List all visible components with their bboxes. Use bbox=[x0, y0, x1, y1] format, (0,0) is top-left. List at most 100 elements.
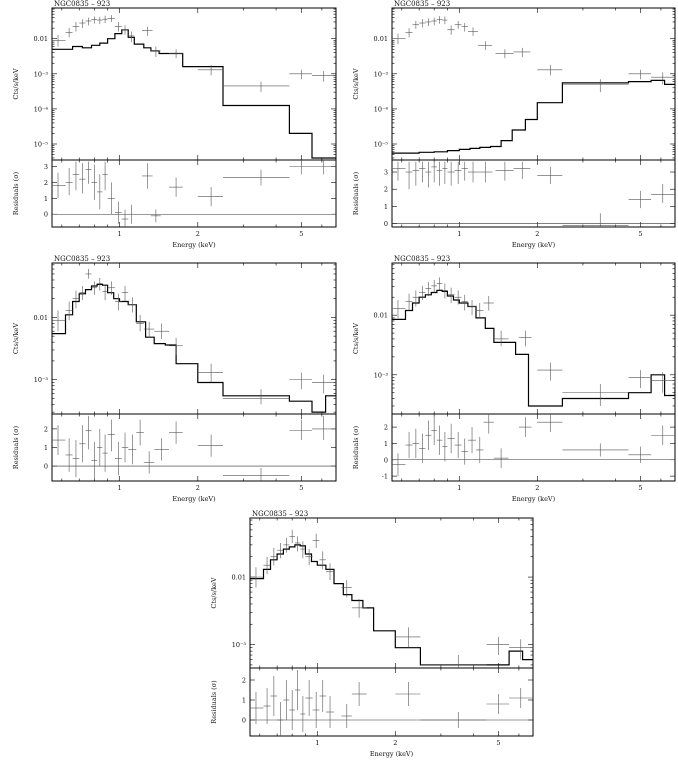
data-point bbox=[425, 18, 432, 27]
data-point bbox=[325, 563, 334, 581]
data-point bbox=[419, 285, 426, 300]
y-tick-label: 10⁻³ bbox=[34, 70, 49, 78]
data-point bbox=[114, 21, 122, 32]
residual-point bbox=[431, 161, 437, 183]
data-point bbox=[454, 290, 462, 305]
x-tick-label: 1 bbox=[315, 739, 319, 747]
residual-point bbox=[419, 161, 426, 183]
residual-point bbox=[289, 690, 295, 730]
data-point bbox=[128, 31, 135, 43]
data-point bbox=[85, 269, 92, 279]
residual-axis-label: Residuals (σ) bbox=[12, 425, 20, 469]
residual-tick-label: 2 bbox=[44, 425, 48, 433]
spectrum-plot-area bbox=[52, 269, 336, 413]
residual-point bbox=[651, 425, 675, 446]
y-tick-label: 0.01 bbox=[374, 35, 388, 43]
x-tick-label: 2 bbox=[393, 739, 397, 747]
residual-point bbox=[392, 453, 406, 477]
model-step-line bbox=[392, 79, 675, 154]
residual-point bbox=[467, 427, 476, 454]
data-point bbox=[651, 72, 675, 85]
residual-point bbox=[128, 434, 137, 465]
data-point bbox=[412, 290, 420, 307]
residual-point bbox=[114, 441, 122, 476]
residual-point bbox=[107, 182, 115, 215]
residual-point bbox=[486, 694, 510, 714]
data-point bbox=[493, 330, 509, 347]
residual-point bbox=[222, 169, 290, 186]
residual-plot-area bbox=[250, 670, 533, 736]
data-point bbox=[513, 47, 531, 58]
data-point bbox=[537, 362, 563, 381]
y-tick-label: 0.01 bbox=[232, 574, 246, 582]
residual-plot-area bbox=[392, 161, 675, 227]
x-axis-label: Energy (keV) bbox=[512, 495, 556, 503]
data-point bbox=[65, 301, 73, 321]
residual-plot-area bbox=[392, 414, 675, 477]
residual-point bbox=[263, 688, 271, 724]
chart-panel-2: NGC0835 – 923 1 2 5 Energy (keV) 0.01 10⁻³ 10⁻⁴… bbox=[352, 0, 676, 249]
residual-point bbox=[493, 448, 509, 468]
data-point bbox=[289, 69, 313, 80]
data-point bbox=[107, 15, 115, 22]
data-point bbox=[222, 389, 290, 405]
residual-point bbox=[128, 204, 135, 224]
residual-point bbox=[52, 425, 66, 455]
residual-point bbox=[495, 161, 514, 181]
spectrum-frame bbox=[391, 7, 676, 161]
data-point bbox=[250, 567, 264, 588]
y-axis-label: Cts/s/keV bbox=[352, 323, 360, 354]
data-point bbox=[431, 279, 437, 293]
residual-tick-label: 3 bbox=[384, 169, 388, 177]
residual-point bbox=[72, 161, 80, 191]
residual-point bbox=[651, 184, 675, 203]
data-point bbox=[509, 639, 533, 660]
data-point bbox=[294, 536, 301, 552]
data-point bbox=[102, 15, 108, 24]
x-tick-label: 2 bbox=[196, 484, 200, 492]
residual-point bbox=[312, 415, 336, 441]
data-point bbox=[79, 286, 86, 301]
residual-point bbox=[197, 434, 223, 457]
residual-point bbox=[79, 425, 86, 463]
residual-point bbox=[325, 696, 334, 728]
x-tick-label: 1 bbox=[117, 484, 121, 492]
residual-point bbox=[467, 161, 478, 183]
residual-point bbox=[461, 161, 468, 181]
residual-point bbox=[169, 421, 183, 444]
residual-point bbox=[628, 446, 652, 464]
data-point bbox=[395, 627, 421, 648]
residual-point bbox=[537, 166, 563, 185]
residual-axis-label: Residuals (σ) bbox=[210, 680, 218, 724]
data-point bbox=[392, 299, 406, 318]
residual-tick-label: 1 bbox=[44, 195, 48, 203]
chart-panel-3: NGC0835 – 923 1 2 5 Energy (keV) 0.01 10⁻³ 0 1 2 C… bbox=[12, 255, 337, 503]
data-point bbox=[222, 81, 290, 93]
residual-point bbox=[461, 438, 468, 465]
data-point bbox=[454, 20, 462, 29]
residual-point bbox=[305, 680, 313, 716]
y-tick-label: 0.01 bbox=[34, 35, 48, 43]
data-point bbox=[431, 17, 437, 26]
data-point bbox=[128, 297, 137, 313]
residual-point bbox=[102, 161, 108, 191]
data-point bbox=[169, 337, 183, 355]
residual-point bbox=[392, 161, 406, 181]
residual-tick-label: 0 bbox=[44, 463, 48, 471]
model-step-line bbox=[392, 289, 675, 407]
residual-tick-label: 1 bbox=[384, 440, 388, 448]
residual-point bbox=[351, 682, 367, 706]
residual-point bbox=[52, 172, 66, 199]
residual-point bbox=[447, 161, 455, 186]
spectrum-plot-area bbox=[52, 15, 336, 159]
data-point bbox=[289, 372, 313, 390]
y-axis-label: Cts/s/keV bbox=[352, 68, 360, 99]
y-tick-label: 10⁻⁵ bbox=[374, 140, 389, 148]
residual-point bbox=[431, 415, 437, 446]
data-point bbox=[121, 286, 129, 302]
y-tick-label: 10⁻³ bbox=[374, 371, 389, 379]
data-point bbox=[300, 541, 306, 559]
residual-point bbox=[79, 163, 86, 194]
data-point bbox=[467, 299, 476, 316]
